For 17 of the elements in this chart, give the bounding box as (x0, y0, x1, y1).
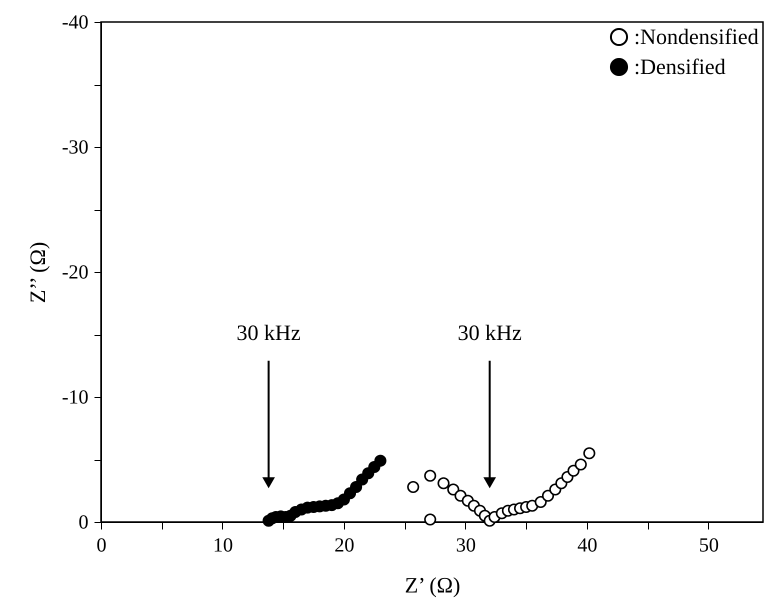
x-tick-label: 0 (96, 534, 106, 556)
y-tick-label: -20 (62, 262, 88, 284)
y-tick-label: -10 (62, 386, 88, 408)
legend-label: :Nondensified (634, 24, 759, 49)
annotation: 30 kHz (236, 320, 301, 345)
y-axis-title: Z’’ (Ω) (24, 242, 50, 304)
x-axis-title: Z’ (Ω) (404, 572, 460, 598)
x-tick-label: 30 (456, 534, 476, 556)
annotation: 30 kHz (458, 320, 522, 345)
y-tick-label: -30 (62, 136, 88, 158)
y-tick-label: 0 (78, 512, 88, 534)
legend-label: :Densified (634, 54, 726, 79)
x-tick-label: 40 (577, 534, 598, 556)
y-tick-label: -40 (62, 12, 88, 34)
x-tick-label: 20 (334, 534, 354, 556)
x-tick-label: 10 (212, 534, 233, 556)
x-tick-label: 50 (698, 534, 719, 556)
